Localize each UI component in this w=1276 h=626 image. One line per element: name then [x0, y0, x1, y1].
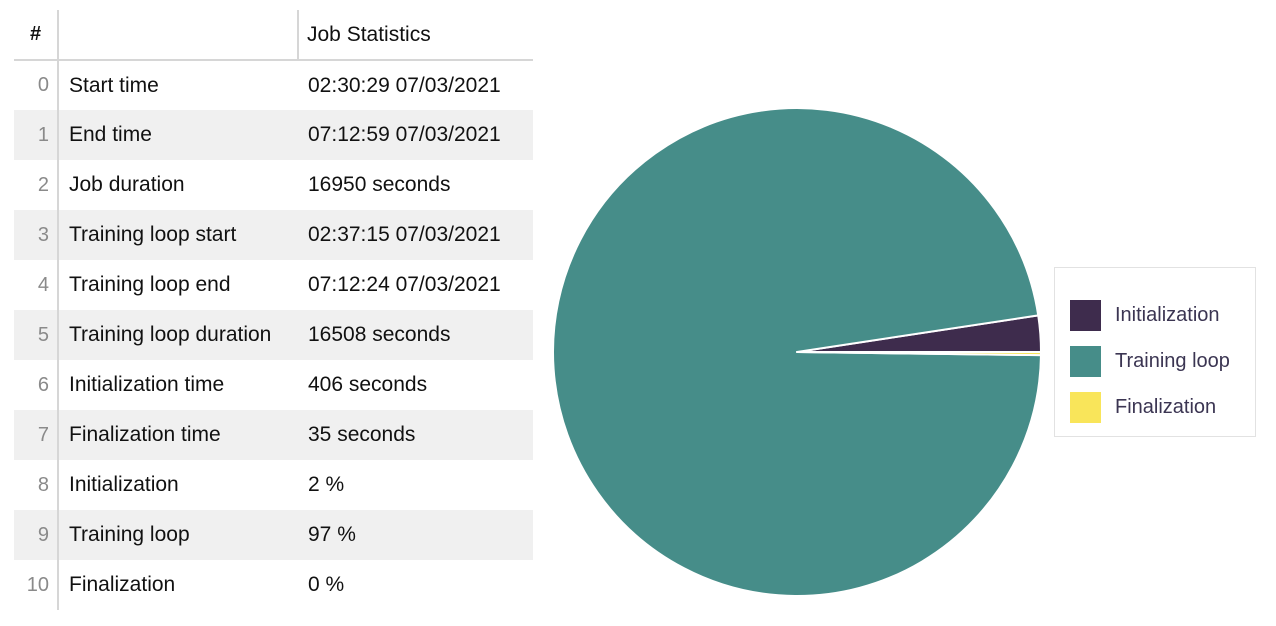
row-index: 9: [14, 510, 59, 560]
row-metric: Finalization: [69, 573, 176, 596]
table-header-row: # Job Statistics: [14, 10, 533, 61]
row-value: 02:37:15 07/03/2021: [298, 210, 533, 260]
pie-slice-finalization: [796, 351, 1042, 357]
legend-item: Finalization: [1055, 384, 1255, 430]
row-index: 4: [14, 260, 59, 310]
row-value: 16508 seconds: [298, 310, 533, 360]
table-row: 4 Training loop end 07:12:24 07/03/2021: [14, 260, 533, 310]
table-row: 9 Training loop 97 %: [14, 510, 533, 560]
row-index: 5: [14, 310, 59, 360]
row-index: 10: [14, 560, 59, 610]
row-metric: Training loop: [58, 510, 298, 560]
row-metric: Initialization: [69, 473, 179, 496]
legend-swatch: [1070, 345, 1101, 377]
row-index: 7: [14, 410, 59, 460]
row-value: 07:12:24 07/03/2021: [308, 273, 501, 296]
chart-legend: Initialization Training loop Finalization: [1054, 267, 1256, 437]
row-index: 2: [14, 160, 59, 210]
row-value: 16950 seconds: [308, 173, 451, 196]
row-index: 6: [14, 360, 59, 410]
legend-label: Finalization: [1115, 395, 1217, 418]
metric-column-header: [57, 10, 298, 61]
row-metric: End time: [58, 110, 298, 160]
legend-item: Initialization: [1055, 292, 1255, 338]
table-row: 0 Start time 02:30:29 07/03/2021: [14, 60, 533, 110]
legend-item: Training loop: [1055, 338, 1255, 384]
row-value: 07:12:59 07/03/2021: [298, 110, 533, 160]
table-row: 5 Training loop duration 16508 seconds: [14, 310, 533, 360]
legend-label: Training loop: [1115, 349, 1230, 372]
row-index: 8: [14, 460, 59, 510]
table-row: 6 Initialization time 406 seconds: [14, 360, 533, 410]
row-metric: Initialization time: [69, 373, 225, 396]
row-value: 35 seconds: [298, 410, 533, 460]
row-value: 406 seconds: [308, 373, 428, 396]
row-metric: Training loop end: [69, 273, 231, 296]
row-index: 1: [14, 110, 59, 160]
row-metric: Training loop duration: [58, 310, 298, 360]
table-row: 8 Initialization 2 %: [14, 460, 533, 510]
row-metric: Start time: [69, 73, 159, 97]
table-row: 3 Training loop start 02:37:15 07/03/2021: [14, 210, 533, 260]
row-value: 0 %: [308, 573, 345, 596]
row-metric: Finalization time: [58, 410, 298, 460]
table-row: 2 Job duration 16950 seconds: [14, 160, 533, 210]
row-value: 97 %: [298, 510, 533, 560]
row-value: 2 %: [308, 473, 345, 496]
row-metric: Job duration: [69, 173, 185, 196]
row-metric: Training loop start: [58, 210, 298, 260]
table-body: 0 Start time 02:30:29 07/03/2021 1 End time 0…: [14, 60, 533, 610]
legend-swatch: [1070, 391, 1101, 423]
row-value: 02:30:29 07/03/2021: [308, 73, 501, 97]
legend-swatch: [1070, 299, 1101, 331]
table-row: 1 End time 07:12:59 07/03/2021: [14, 110, 533, 160]
job-statistics-table: # Job Statistics 0 Start time 02:30:29 07/…: [14, 10, 533, 610]
job-statistics-column-header: Job Statistics: [297, 10, 533, 61]
phase-pie-chart: [552, 107, 1042, 597]
legend-label: Initialization: [1115, 303, 1220, 326]
table-row: 10 Finalization 0 %: [14, 560, 533, 610]
table-row: 7 Finalization time 35 seconds: [14, 410, 533, 460]
row-index: 0: [14, 60, 59, 110]
row-index: 3: [14, 210, 59, 260]
index-column-header: #: [14, 10, 58, 61]
